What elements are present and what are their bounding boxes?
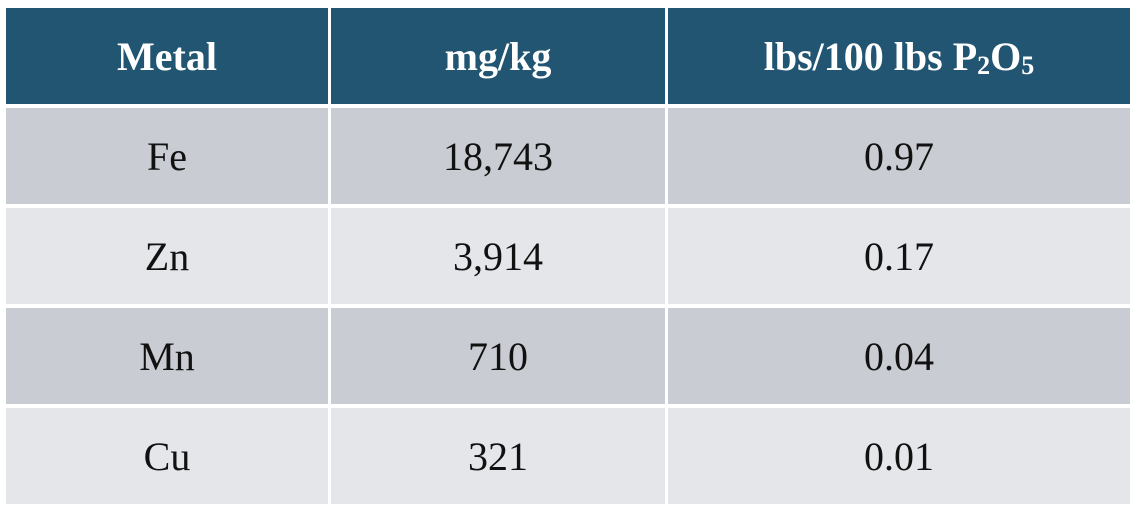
cell-mg-kg: 710 (331, 308, 665, 404)
cell-lbs-per-100: 0.97 (668, 108, 1130, 204)
cell-metal: Mn (6, 308, 328, 404)
cell-metal: Cu (6, 408, 328, 504)
cell-lbs-per-100: 0.04 (668, 308, 1130, 404)
table-row: Mn 710 0.04 (6, 308, 1130, 404)
table-row: Cu 321 0.01 (6, 408, 1130, 504)
metals-table: Metal mg/kg lbs/100 lbs P2O5 Fe 18,743 0… (3, 4, 1133, 508)
header-sub-5: 5 (1021, 50, 1035, 80)
metals-table-container: Metal mg/kg lbs/100 lbs P2O5 Fe 18,743 0… (6, 8, 1130, 510)
cell-mg-kg: 321 (331, 408, 665, 504)
header-metal: Metal (6, 8, 328, 104)
cell-mg-kg: 18,743 (331, 108, 665, 204)
header-oxygen: O (990, 33, 1022, 79)
cell-metal: Zn (6, 208, 328, 304)
header-lbs-prefix: lbs/100 lbs P (763, 33, 978, 79)
cell-lbs-per-100: 0.17 (668, 208, 1130, 304)
table-row: Fe 18,743 0.97 (6, 108, 1130, 204)
table-row: Zn 3,914 0.17 (6, 208, 1130, 304)
header-mg-kg: mg/kg (331, 8, 665, 104)
cell-lbs-per-100: 0.01 (668, 408, 1130, 504)
header-sub-2: 2 (977, 50, 991, 80)
header-row: Metal mg/kg lbs/100 lbs P2O5 (6, 8, 1130, 104)
cell-metal: Fe (6, 108, 328, 204)
header-lbs-per-100-lbs-p2o5: lbs/100 lbs P2O5 (668, 8, 1130, 104)
cell-mg-kg: 3,914 (331, 208, 665, 304)
